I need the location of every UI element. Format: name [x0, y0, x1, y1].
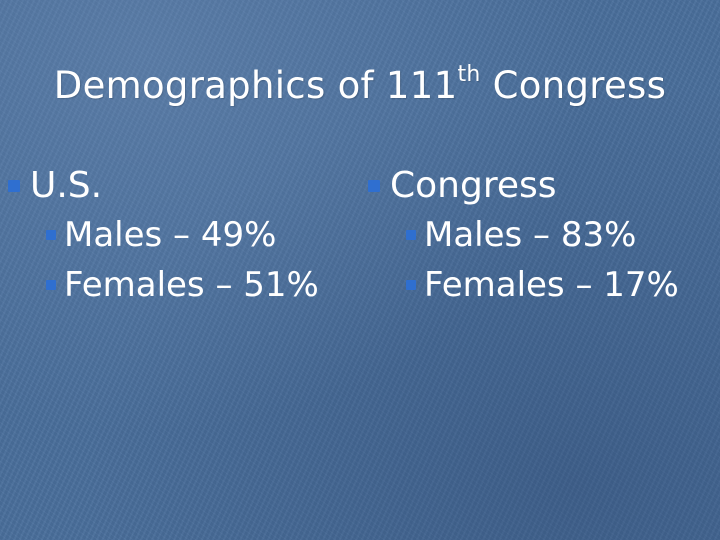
square-bullet-icon: [406, 280, 416, 290]
slide-title: Demographics of 111th Congress: [0, 61, 720, 107]
congress-males-item: Males – 83%: [368, 210, 679, 260]
square-bullet-icon: [8, 180, 20, 192]
us-heading: U.S.: [30, 165, 103, 206]
square-bullet-icon: [46, 230, 56, 240]
congress-heading: Congress: [390, 165, 557, 206]
congress-column: Congress Males – 83% Females – 17%: [368, 162, 679, 310]
us-heading-row: U.S.: [8, 162, 319, 210]
us-males-item: Males – 49%: [8, 210, 319, 260]
square-bullet-icon: [368, 180, 380, 192]
title-superscript: th: [457, 61, 481, 87]
us-column: U.S. Males – 49% Females – 51%: [8, 162, 319, 310]
square-bullet-icon: [406, 230, 416, 240]
congress-heading-row: Congress: [368, 162, 679, 210]
congress-females-text: Females – 17%: [424, 265, 679, 305]
us-females-item: Females – 51%: [8, 260, 319, 310]
us-males-text: Males – 49%: [64, 215, 277, 255]
congress-males-text: Males – 83%: [424, 215, 637, 255]
congress-females-item: Females – 17%: [368, 260, 679, 310]
square-bullet-icon: [46, 280, 56, 290]
us-females-text: Females – 51%: [64, 265, 319, 305]
title-prefix: Demographics of 111: [53, 64, 458, 107]
title-suffix: Congress: [480, 64, 667, 107]
